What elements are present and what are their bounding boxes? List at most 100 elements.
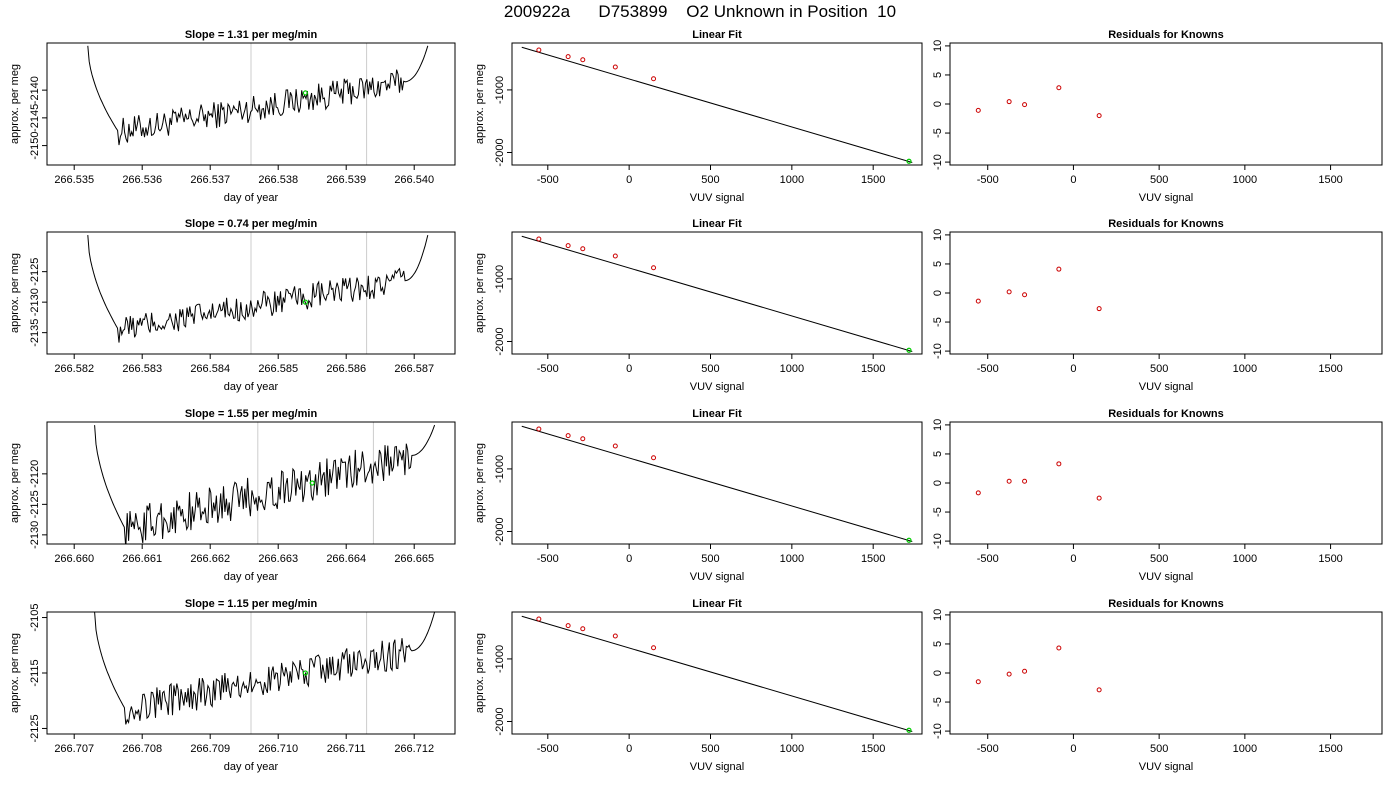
x-axis-label: VUV signal	[690, 381, 744, 393]
x-tick-label: -500	[977, 363, 999, 375]
fit-line	[521, 46, 913, 163]
known-point	[651, 265, 657, 271]
x-tick-label: 266.662	[190, 553, 230, 565]
y-tick-label: -5	[932, 317, 944, 327]
known-point	[1006, 671, 1012, 677]
x-axis-label: VUV signal	[1139, 571, 1193, 583]
x-axis-label: VUV signal	[690, 761, 744, 773]
y-tick-label: 10	[932, 229, 944, 241]
y-tick-label: -2125	[29, 258, 41, 286]
y-tick-label: -2125	[29, 714, 41, 742]
x-tick-label: 1000	[780, 363, 804, 375]
unknown-marker	[309, 480, 315, 486]
x-tick-label: 266.538	[258, 174, 298, 186]
x-tick-label: 500	[701, 174, 719, 186]
known-point	[565, 54, 571, 60]
known-point	[1006, 99, 1012, 105]
unknown-point	[906, 347, 912, 353]
x-tick-label: 0	[1070, 743, 1076, 755]
x-tick-label: 0	[626, 363, 632, 375]
x-tick-label: -500	[977, 743, 999, 755]
x-tick-label: 1000	[780, 743, 804, 755]
y-tick-label: -2140	[29, 76, 41, 104]
known-point	[651, 645, 657, 651]
x-tick-label: 500	[1150, 743, 1168, 755]
y-tick-label: 0	[932, 101, 944, 107]
y-tick-label: 0	[932, 670, 944, 676]
series-trace	[87, 234, 429, 343]
y-tick-label: -2145	[29, 104, 41, 132]
x-tick-label: 0	[1070, 174, 1076, 186]
x-axis-label: VUV signal	[1139, 192, 1193, 204]
panel-title: Linear Fit	[692, 218, 742, 230]
panel-frame	[949, 42, 1383, 166]
x-tick-label: 0	[1070, 553, 1076, 565]
x-axis-label: day of year	[224, 571, 279, 583]
y-tick-label: -1000	[494, 645, 506, 673]
y-axis-label: approx. per meg	[474, 443, 486, 523]
unknown-point	[906, 727, 912, 733]
known-point	[1056, 85, 1062, 91]
x-tick-label: -500	[537, 553, 559, 565]
x-tick-label: 266.710	[258, 743, 298, 755]
known-point	[580, 626, 586, 632]
y-tick-label: -2150	[29, 132, 41, 160]
fit-line	[521, 615, 913, 732]
x-tick-label: 1500	[861, 743, 885, 755]
y-tick-label: -2135	[29, 319, 41, 347]
known-point	[1096, 113, 1102, 119]
x-tick-label: 266.708	[122, 743, 162, 755]
known-point	[536, 426, 542, 432]
known-point	[1056, 645, 1062, 651]
y-tick-label: -2000	[494, 517, 506, 545]
y-tick-label: 5	[932, 641, 944, 647]
y-tick-label: 5	[932, 261, 944, 267]
panel-title: Slope = 1.15 per meg/min	[185, 598, 318, 610]
x-tick-label: 1000	[780, 174, 804, 186]
unknown-point	[906, 158, 912, 164]
x-tick-label: 266.663	[258, 553, 298, 565]
y-axis-label: approx. per meg	[9, 253, 21, 333]
known-point	[975, 298, 981, 304]
y-axis-label: approx. per meg	[9, 64, 21, 144]
y-tick-label: -2000	[494, 327, 506, 355]
y-tick-label: -10	[932, 533, 944, 549]
x-tick-label: 1000	[1233, 553, 1257, 565]
x-tick-label: 0	[626, 743, 632, 755]
unknown-marker	[302, 90, 308, 96]
x-tick-label: 266.537	[190, 174, 230, 186]
x-tick-label: 1500	[861, 174, 885, 186]
known-point	[651, 76, 657, 82]
x-axis-label: day of year	[224, 192, 279, 204]
y-tick-label: -10	[932, 723, 944, 739]
known-point	[1006, 289, 1012, 295]
panel-title: Slope = 1.31 per meg/min	[185, 29, 318, 41]
known-point	[536, 47, 542, 53]
x-tick-label: 1500	[1318, 363, 1342, 375]
unknown-marker	[302, 299, 308, 305]
known-point	[975, 490, 981, 496]
panel-title: Residuals for Knowns	[1108, 218, 1224, 230]
known-point	[1096, 495, 1102, 501]
y-tick-label: -10	[932, 154, 944, 170]
x-tick-label: 1000	[1233, 743, 1257, 755]
y-tick-label: 5	[932, 72, 944, 78]
x-tick-label: 266.712	[394, 743, 434, 755]
x-tick-label: 0	[626, 174, 632, 186]
x-axis-label: VUV signal	[1139, 761, 1193, 773]
y-tick-label: -2000	[494, 138, 506, 166]
y-tick-label: -5	[932, 128, 944, 138]
known-point	[651, 455, 657, 461]
y-axis-label: approx. per meg	[9, 633, 21, 713]
x-tick-label: 266.536	[122, 174, 162, 186]
panel-frame	[949, 421, 1383, 545]
y-tick-label: 0	[932, 290, 944, 296]
x-tick-label: 500	[1150, 553, 1168, 565]
panel-title: Linear Fit	[692, 408, 742, 420]
known-point	[975, 679, 981, 685]
x-tick-label: 266.535	[54, 174, 94, 186]
x-tick-label: 1500	[1318, 743, 1342, 755]
x-axis-label: day of year	[224, 761, 279, 773]
panel-frame	[46, 42, 456, 166]
